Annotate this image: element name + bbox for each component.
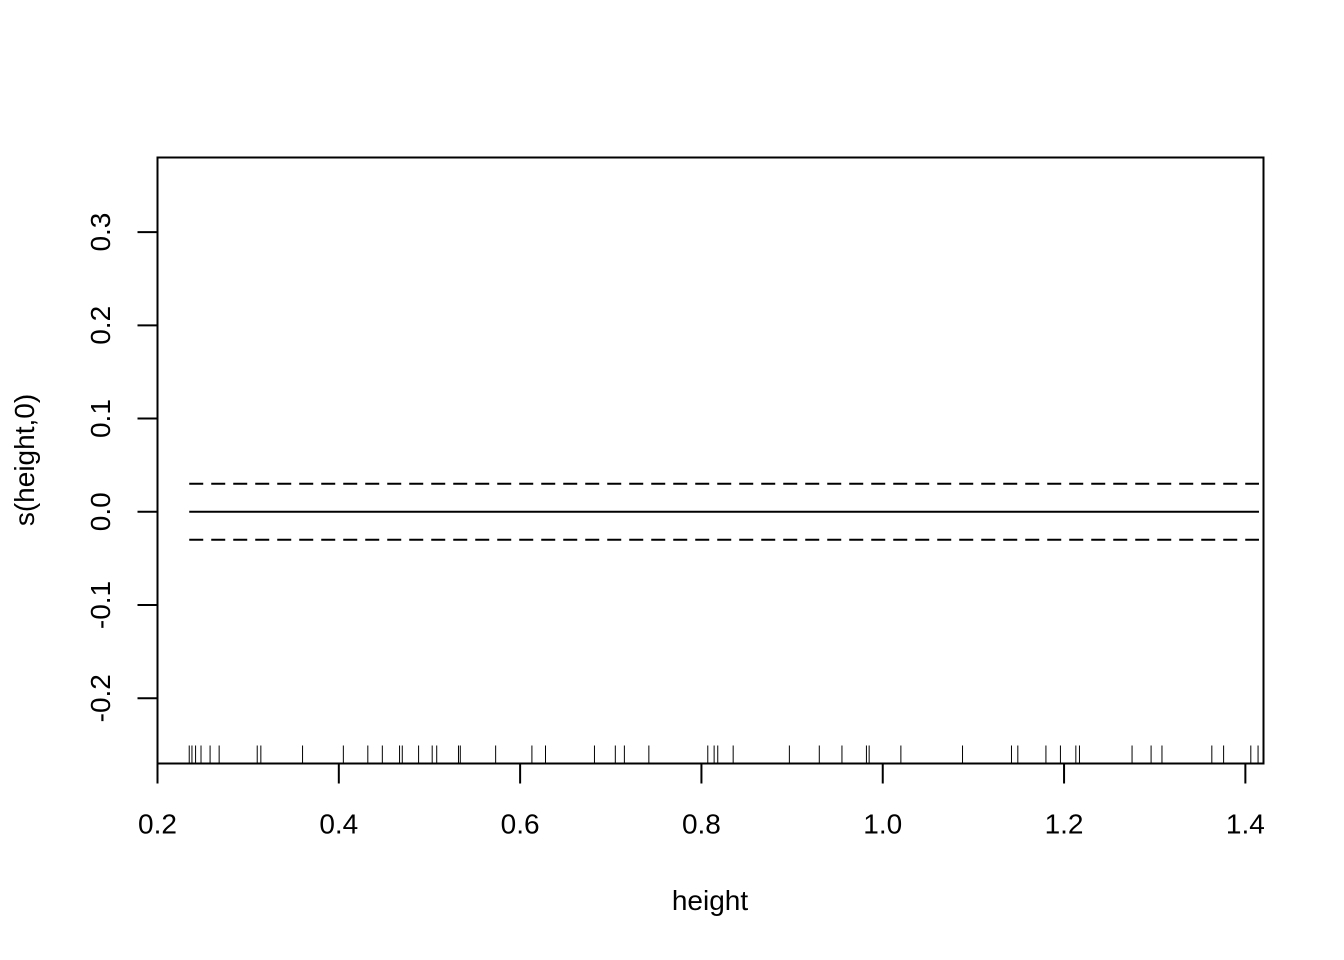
- x-axis: 0.2 0.4 0.6 0.8 1.0 1.2 1.4: [138, 762, 1265, 840]
- x-tick-label: 0.6: [501, 809, 540, 840]
- y-tick-label: 0.1: [85, 399, 116, 438]
- x-tick-label: 0.8: [682, 809, 721, 840]
- x-axis-title: height: [672, 885, 749, 916]
- x-tick-label: 0.2: [138, 809, 177, 840]
- y-axis-title: s(height,0): [9, 394, 40, 526]
- y-tick-label: 0.2: [85, 306, 116, 345]
- series-lines: [189, 482, 1259, 541]
- y-axis: -0.2 -0.1 0.0 0.1 0.2 0.3: [85, 213, 159, 722]
- x-tick-label: 0.4: [319, 809, 358, 840]
- rug-marks: [188, 745, 1259, 764]
- y-tick-label: 0.0: [85, 492, 116, 531]
- x-tick-label: 1.0: [863, 809, 902, 840]
- plot-frame: [156, 156, 1265, 765]
- y-tick-label: -0.2: [85, 674, 116, 722]
- x-tick-label: 1.4: [1226, 809, 1265, 840]
- x-tick-label: 1.2: [1045, 809, 1084, 840]
- y-tick-label: -0.1: [85, 581, 116, 629]
- y-tick-label: 0.3: [85, 213, 116, 252]
